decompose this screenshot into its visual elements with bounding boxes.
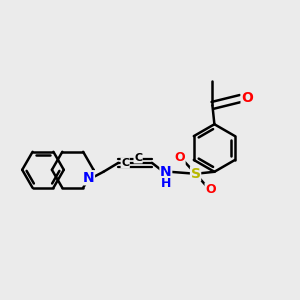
Text: O: O [174, 152, 185, 164]
Text: C: C [134, 153, 142, 163]
Text: O: O [205, 183, 216, 196]
Text: O: O [241, 92, 253, 106]
Text: N: N [160, 165, 172, 179]
Text: C: C [121, 158, 129, 168]
Text: N: N [83, 171, 94, 185]
Text: S: S [190, 167, 201, 181]
Text: H: H [161, 177, 171, 190]
